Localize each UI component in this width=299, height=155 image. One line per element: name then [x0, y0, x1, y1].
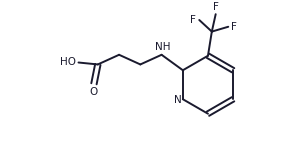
Text: HO: HO [60, 57, 76, 66]
Text: O: O [90, 87, 98, 97]
Text: NH: NH [155, 42, 170, 52]
Text: F: F [190, 15, 196, 24]
Text: N: N [174, 95, 181, 105]
Text: F: F [213, 2, 219, 12]
Text: F: F [231, 22, 237, 32]
